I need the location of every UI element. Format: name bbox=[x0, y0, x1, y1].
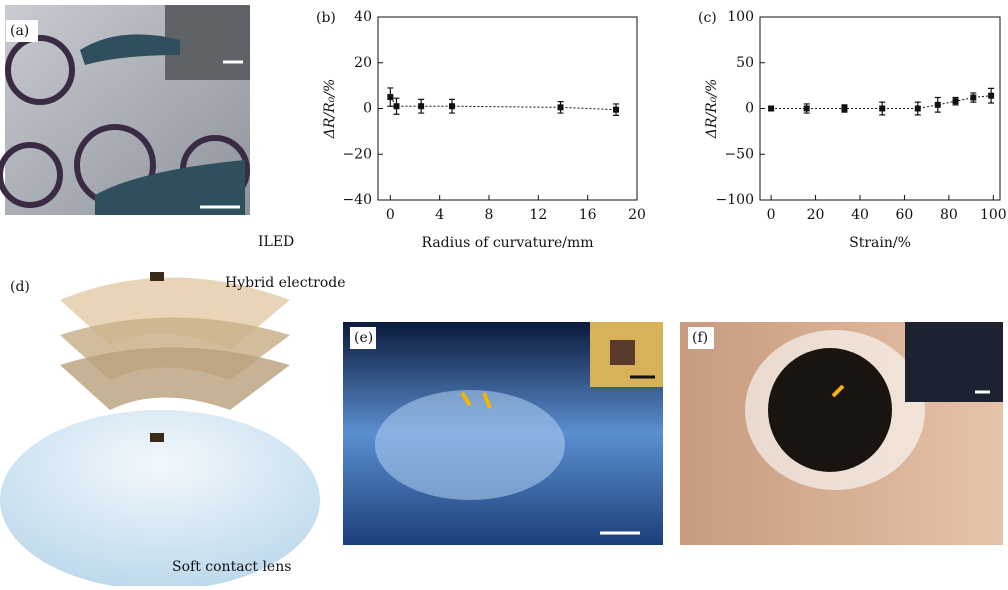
annotation: Hybrid electrode bbox=[225, 275, 346, 291]
y-tick-label: 100 bbox=[727, 9, 754, 25]
y-tick-label: 0 bbox=[363, 101, 372, 117]
y-axis-label: ΔR/R₀/% bbox=[322, 79, 338, 140]
iled-chip bbox=[150, 433, 164, 442]
x-axis-label: Strain/% bbox=[849, 235, 911, 251]
x-tick-label: 40 bbox=[851, 207, 869, 223]
panel-label: (d) bbox=[10, 279, 30, 295]
x-tick-label: 4 bbox=[435, 207, 444, 223]
panel-label: (e) bbox=[354, 330, 373, 346]
panel-label: (a) bbox=[10, 23, 29, 39]
x-tick-label: 0 bbox=[767, 207, 776, 223]
iris bbox=[768, 348, 892, 472]
y-tick-label: 0 bbox=[745, 101, 754, 117]
x-tick-label: 8 bbox=[485, 207, 494, 223]
y-tick-label: 40 bbox=[354, 9, 372, 25]
x-tick-label: 12 bbox=[529, 207, 547, 223]
figure: (a) ILED Hybrid electrode Soft contact l… bbox=[0, 0, 1008, 586]
x-tick-label: 60 bbox=[896, 207, 914, 223]
annotation: Soft contact lens bbox=[172, 559, 291, 575]
annotation: ILED bbox=[258, 234, 294, 250]
x-tick-label: 20 bbox=[628, 207, 646, 223]
x-tick-label: 0 bbox=[386, 207, 395, 223]
y-tick-label: 20 bbox=[354, 55, 372, 71]
x-tick-label: 20 bbox=[807, 207, 825, 223]
y-tick-label: 50 bbox=[736, 55, 754, 71]
layer bbox=[60, 348, 290, 411]
panel-label: (b) bbox=[316, 10, 336, 26]
y-tick-label: −20 bbox=[342, 146, 372, 162]
x-tick-label: 16 bbox=[579, 207, 597, 223]
iled-chip bbox=[150, 272, 164, 281]
panel-label: (c) bbox=[698, 10, 717, 26]
x-tick-label: 80 bbox=[940, 207, 958, 223]
x-tick-label: 100 bbox=[980, 207, 1007, 223]
x-axis-label: Radius of curvature/mm bbox=[421, 235, 593, 251]
trend-line bbox=[390, 97, 616, 110]
y-tick-label: −50 bbox=[724, 146, 754, 162]
panel-label: (f) bbox=[692, 330, 708, 346]
y-axis-label: ΔR/R₀/% bbox=[704, 79, 720, 140]
inset-f bbox=[905, 322, 1003, 402]
lens-photo bbox=[375, 390, 565, 500]
y-tick-label: −40 bbox=[342, 192, 372, 208]
chip bbox=[610, 340, 635, 365]
y-tick-label: −100 bbox=[716, 192, 754, 208]
